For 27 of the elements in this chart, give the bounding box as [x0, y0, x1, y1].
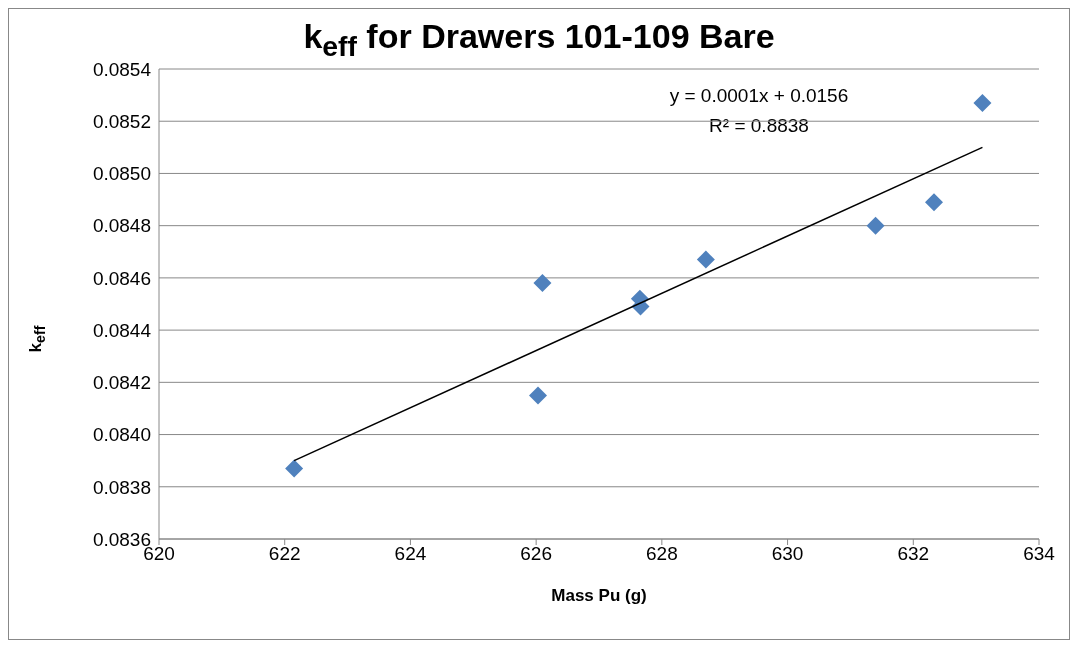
x-tick-label: 624	[394, 543, 427, 565]
annotation: y = 0.0001x + 0.0156	[668, 84, 850, 108]
y-tick-label: 0.0852	[92, 110, 151, 132]
point	[925, 193, 944, 212]
y-tick-label: 0.0846	[92, 267, 151, 289]
point	[696, 250, 715, 269]
x-tick-label: 630	[771, 543, 804, 565]
x-tick-label: 634	[1023, 543, 1056, 565]
x-tick-label: 622	[268, 543, 301, 565]
chart-title: k$_{eff}$ for Drawers 101-109 Bare	[303, 17, 775, 62]
point	[529, 386, 548, 405]
y-tick-label: 0.0848	[92, 215, 151, 237]
y-tick-label: 0.0844	[92, 319, 152, 341]
x-tick-label: 628	[646, 543, 678, 565]
x-tick-label: 626	[520, 543, 552, 565]
annotation: R² = 0.8838	[708, 114, 810, 138]
y-tick-label: 0.0840	[92, 424, 151, 446]
y-tick-label: 0.0842	[92, 372, 151, 394]
x-tick-label: 632	[897, 543, 930, 565]
point	[973, 93, 992, 112]
point	[285, 459, 304, 478]
x-axis-title: Mass Pu (g)	[551, 586, 647, 605]
y-tick-label: 0.0838	[92, 476, 151, 498]
point	[866, 216, 885, 235]
y-tick-label: 0.0850	[92, 163, 151, 185]
y-tick-label: 0.0854	[92, 58, 152, 80]
point	[533, 274, 552, 293]
